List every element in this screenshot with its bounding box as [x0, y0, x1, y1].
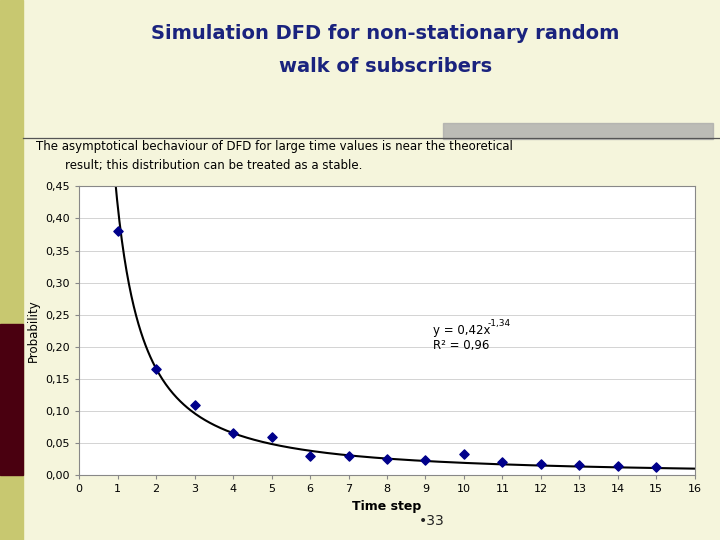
Y-axis label: Probability: Probability — [27, 299, 40, 362]
Point — [497, 458, 508, 467]
Point — [458, 450, 469, 458]
Point — [266, 433, 277, 441]
Text: result; this distribution can be treated as a stable.: result; this distribution can be treated… — [65, 159, 362, 172]
Text: The asymptotical bechaviour of DFD for large time values is near the theoretical: The asymptotical bechaviour of DFD for l… — [36, 140, 513, 153]
Point — [420, 456, 431, 465]
Text: R² = 0,96: R² = 0,96 — [433, 339, 490, 352]
X-axis label: Time step: Time step — [352, 500, 422, 513]
Point — [651, 463, 662, 471]
Point — [150, 365, 162, 374]
Point — [612, 461, 624, 470]
Point — [305, 451, 316, 460]
Point — [112, 227, 123, 235]
Point — [343, 451, 354, 460]
Text: y = 0,42x: y = 0,42x — [433, 324, 490, 337]
Point — [189, 400, 200, 409]
Text: Simulation DFD for non-stationary random: Simulation DFD for non-stationary random — [151, 24, 619, 43]
Point — [382, 455, 393, 463]
Text: walk of subscribers: walk of subscribers — [279, 57, 492, 76]
Point — [574, 461, 585, 469]
Point — [228, 429, 239, 438]
Point — [535, 460, 546, 468]
Text: •33: •33 — [419, 514, 445, 528]
Text: -1,34: -1,34 — [488, 319, 511, 328]
